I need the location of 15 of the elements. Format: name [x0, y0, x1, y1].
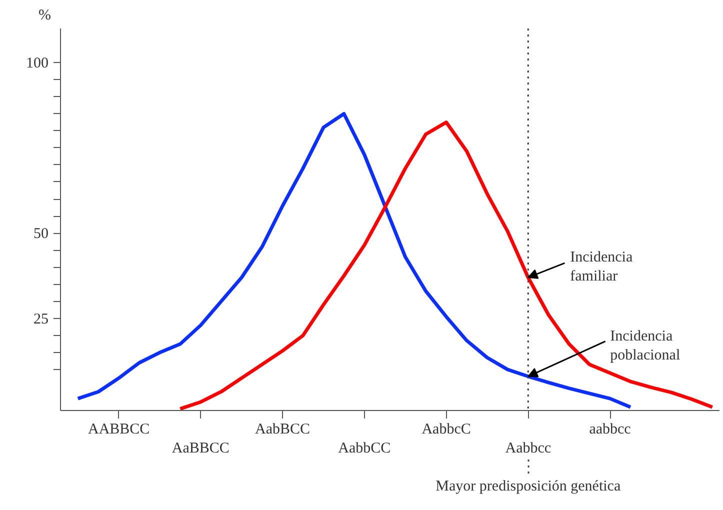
y-tick-label: 25	[34, 311, 48, 328]
ref-line-label: Mayor predisposición genética	[436, 478, 621, 494]
y-tick-label: 50	[34, 226, 48, 242]
x-tick-label: AaBBCC	[172, 440, 230, 457]
y-tick-label: 100	[26, 56, 48, 72]
annotation: Incidencia familiar	[570, 249, 633, 285]
line-series	[178, 120, 714, 410]
y-axis-title: %	[38, 8, 51, 24]
x-tick-label: Aabbcc	[505, 440, 552, 457]
x-tick-label: AabbcC	[422, 422, 471, 438]
x-tick-label: AabbCC	[338, 440, 391, 457]
x-tick-label: AabBCC	[255, 422, 310, 438]
x-tick-label: aabbcc	[589, 422, 632, 438]
annotation: Incidencia poblacional	[610, 328, 680, 364]
x-tick-label: AABBCC	[88, 422, 150, 438]
